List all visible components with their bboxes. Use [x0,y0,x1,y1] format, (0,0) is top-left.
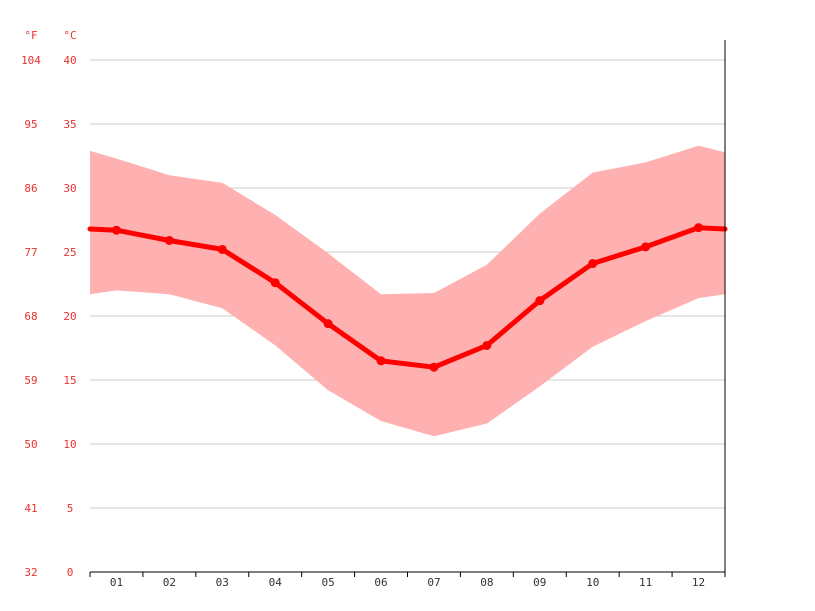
y-tick-label-c: 40 [63,54,76,67]
average-temperature-point [535,296,545,306]
y-tick-label-f: 86 [24,182,37,195]
y-tick-label-f: 77 [24,246,37,259]
fahrenheit-unit-label: °F [24,29,37,42]
average-temperature-point [429,362,439,372]
average-temperature-point [694,223,704,233]
y-tick-label-c: 20 [63,310,76,323]
average-temperature-point [164,235,174,245]
y-tick-label-c: 5 [67,502,74,515]
y-tick-label-c: 0 [67,566,74,579]
y-tick-label-c: 30 [63,182,76,195]
average-temperature-points [111,223,704,372]
x-tick-label: 03 [216,576,229,589]
x-tick-label: 01 [110,576,123,589]
x-tick-label: 12 [692,576,705,589]
y-tick-label-f: 59 [24,374,37,387]
x-tick-label: 07 [427,576,440,589]
y-tick-label-c: 10 [63,438,76,451]
y-tick-label-c: 25 [63,246,76,259]
x-tick-label: 09 [533,576,546,589]
average-temperature-point [323,319,333,329]
average-temperature-point [588,259,598,269]
average-temperature-point [641,242,651,252]
axis-labels: °F °C 32 0 41 5 50 10 59 15 68 20 77 25 86 30 95 35 104 4… [21,29,705,589]
average-temperature-point [482,340,492,350]
y-tick-label-f: 41 [24,502,37,515]
y-tick-label-f: 50 [24,438,37,451]
x-tick-label: 05 [322,576,335,589]
temperature-range-band [90,145,725,437]
y-tick-label-c: 35 [63,118,76,131]
average-temperature-point [217,244,227,254]
y-tick-label-f: 32 [24,566,37,579]
y-tick-label-f: 68 [24,310,37,323]
x-tick-label: 04 [269,576,283,589]
average-temperature-point [376,356,386,366]
x-tick-label: 08 [480,576,493,589]
x-tick-label: 10 [586,576,599,589]
y-tick-label-f: 104 [21,54,41,67]
y-tick-label-f: 95 [24,118,37,131]
celsius-unit-label: °C [63,29,76,42]
x-tick-label: 06 [374,576,387,589]
axes [89,40,726,577]
average-temperature-point [111,225,121,235]
average-temperature-line [87,225,728,370]
x-tick-label: 02 [163,576,176,589]
y-tick-label-c: 15 [63,374,76,387]
average-temperature-point [270,278,280,288]
x-tick-label: 11 [639,576,652,589]
